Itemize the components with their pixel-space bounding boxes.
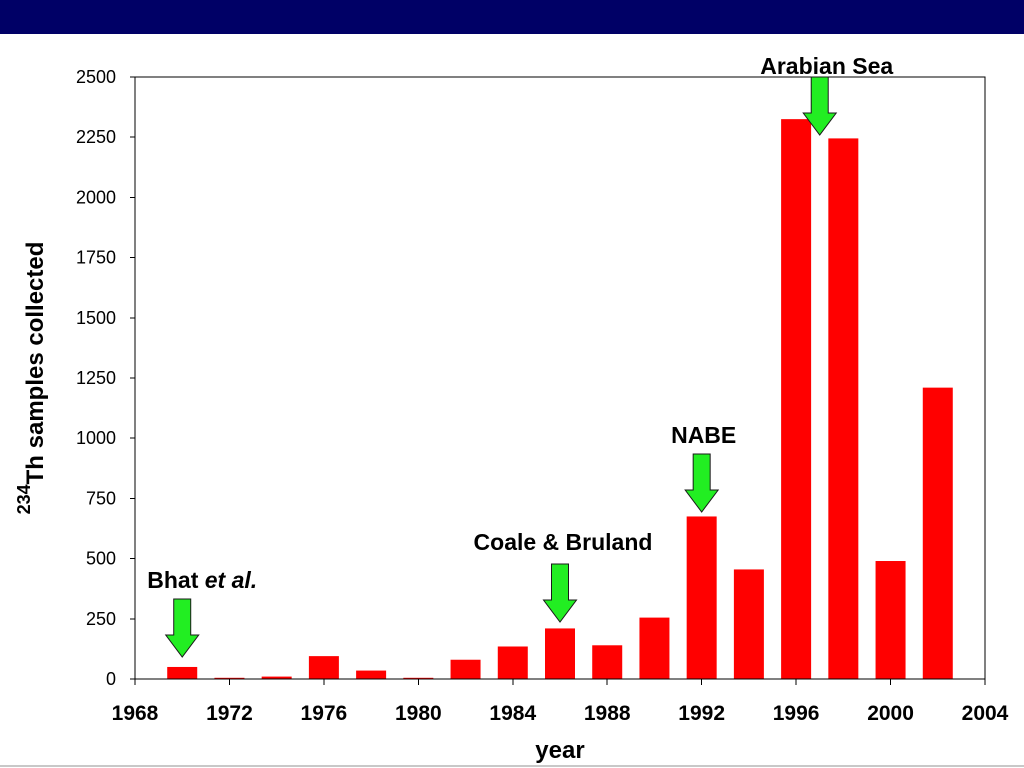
bar-1990 [639, 617, 670, 679]
x-axis: 1968 1972 1976 1980 1984 1988 1992 1996 2000 2004 [112, 679, 1009, 725]
y-tick-label: 1250 [76, 368, 116, 388]
x-axis-title: year [535, 737, 584, 764]
y-tick-label: 750 [86, 488, 116, 508]
y-axis-title-superscript: 234 [14, 484, 34, 514]
bar-1992 [686, 516, 717, 679]
annotations: Arabian Sea NABE Coale & Bruland Bhat et al… [147, 53, 893, 658]
bar-1978 [356, 670, 387, 679]
annotation-label-text: Coale & Bruland [474, 529, 653, 555]
down-arrow-icon [684, 453, 720, 513]
x-tick-label: 1996 [773, 702, 820, 725]
down-arrow-icon [802, 76, 838, 136]
bar-1998 [828, 138, 859, 680]
x-tick-label: 1984 [489, 702, 536, 725]
x-tick-label: 1988 [584, 702, 631, 725]
annotation: Coale & Bruland [474, 529, 653, 623]
bar-1986 [545, 628, 575, 679]
annotation-label: Coale & Bruland [474, 529, 653, 555]
bar-1984 [497, 646, 528, 679]
y-axis: 0 250 500 750 1000 1250 1500 1750 2000 2250 2500 [76, 67, 135, 689]
bar-1996 [781, 119, 812, 679]
x-tick-label: 1972 [206, 702, 253, 725]
y-axis-title: 234Th samples collected [14, 242, 49, 515]
x-tick-label: 2004 [962, 702, 1009, 725]
bar-1980 [403, 677, 434, 679]
footer-rule [0, 765, 1024, 767]
x-tick-label: 1968 [112, 702, 159, 725]
annotation: Bhat et al. [147, 567, 257, 658]
y-tick-label: 250 [86, 609, 116, 629]
down-arrow-icon [542, 563, 578, 623]
annotation-label-text: Arabian Sea [760, 53, 893, 79]
annotation-label-italic: et al. [205, 567, 257, 593]
y-tick-label: 1500 [76, 308, 116, 328]
bar-1988 [592, 645, 623, 679]
bar-1970 [167, 666, 198, 679]
annotation-label: NABE [671, 422, 736, 448]
y-tick-label: 500 [86, 549, 116, 569]
annotation-label: Bhat et al. [147, 567, 257, 593]
bar-1976 [308, 656, 339, 679]
bar-1972 [214, 677, 245, 679]
bar-1994 [733, 569, 764, 679]
y-tick-label: 1000 [76, 428, 116, 448]
x-tick-label: 1992 [678, 702, 725, 725]
x-tick-label: 2000 [867, 702, 914, 725]
annotation-label: Arabian Sea [760, 53, 893, 79]
annotation-label-text: NABE [671, 422, 736, 448]
y-tick-label: 1750 [76, 248, 116, 268]
bar-series [167, 119, 953, 680]
y-tick-label: 2000 [76, 187, 116, 207]
y-tick-label: 2500 [76, 67, 116, 87]
y-tick-label: 0 [106, 669, 116, 689]
y-tick-label: 2250 [76, 127, 116, 147]
bar-2002 [922, 387, 953, 679]
x-tick-label: 1980 [395, 702, 442, 725]
annotation: Arabian Sea [760, 53, 893, 136]
down-arrow-icon [164, 598, 200, 658]
header-band [0, 0, 1024, 34]
bar-2000 [875, 561, 906, 679]
x-tick-label: 1976 [301, 702, 348, 725]
annotation-label-text: Bhat [147, 567, 198, 593]
bar-1982 [450, 659, 481, 679]
annotation: NABE [671, 422, 736, 513]
bar-1974 [261, 676, 292, 679]
y-axis-title-text: Th samples collected [22, 242, 49, 485]
